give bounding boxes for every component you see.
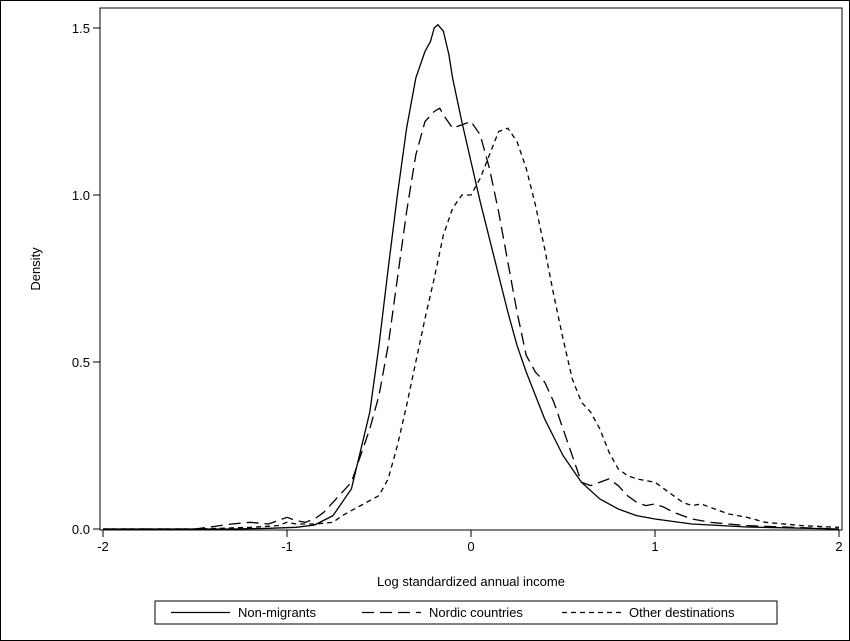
series-line-other-destinations: [103, 127, 840, 530]
legend: Non-migrants Nordic countries Other dest…: [154, 600, 778, 625]
legend-item-other-destinations: Other destinations: [562, 605, 735, 620]
legend-item-non-migrants: Non-migrants: [171, 605, 317, 620]
legend-box: [154, 600, 778, 625]
legend-label-other-destinations: Other destinations: [629, 605, 735, 620]
y-axis: 0.0 0.5 1.0 1.5: [72, 21, 100, 537]
y-tick-label: 0.0: [72, 522, 90, 537]
series-line-non-migrants: [103, 24, 840, 530]
legend-item-nordic-countries: Nordic countries: [362, 605, 523, 620]
x-axis: -2 -1 0 1 2: [97, 530, 843, 554]
x-tick-label: 2: [835, 539, 842, 554]
y-axis-label: Density: [28, 247, 43, 291]
y-tick-label: 1.5: [72, 21, 90, 36]
legend-label-non-migrants: Non-migrants: [238, 605, 317, 620]
series-layer: [103, 24, 840, 530]
x-tick-label: 1: [651, 539, 658, 554]
x-tick-label: 0: [467, 539, 474, 554]
y-tick-label: 1.0: [72, 188, 90, 203]
y-tick-label: 0.5: [72, 355, 90, 370]
x-axis-label: Log standardized annual income: [377, 574, 565, 589]
x-tick-label: -1: [281, 539, 293, 554]
series-line-nordic-countries: [103, 107, 840, 530]
x-tick-label: -2: [97, 539, 109, 554]
legend-label-nordic-countries: Nordic countries: [429, 605, 523, 620]
